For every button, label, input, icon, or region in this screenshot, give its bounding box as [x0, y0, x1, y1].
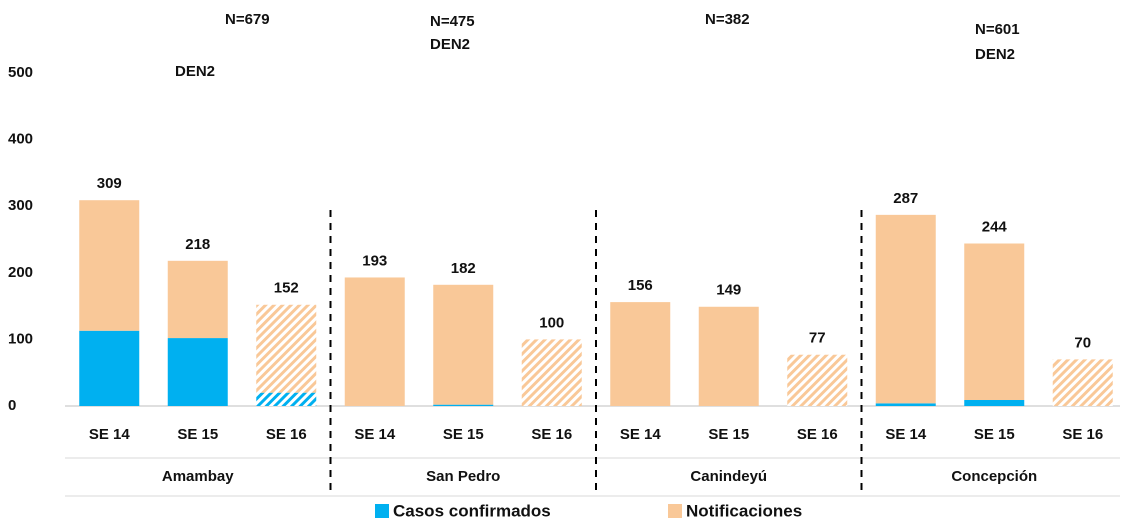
bar-segment	[79, 200, 140, 331]
n-label: N=475	[430, 13, 475, 30]
x-tick-label: SE 14	[89, 426, 131, 443]
bar-segment	[521, 339, 582, 406]
bar-segment	[787, 354, 848, 406]
x-tick-label: SE 15	[443, 426, 484, 443]
bar-segment	[256, 304, 317, 393]
total-label: 182	[451, 260, 476, 277]
y-tick-label: 400	[8, 131, 33, 148]
total-label: 309	[97, 175, 122, 192]
y-tick-label: 500	[8, 64, 33, 81]
group-label: Concepción	[951, 468, 1037, 485]
bar-segment	[1052, 359, 1113, 406]
bar-segment	[167, 260, 228, 339]
bar-segment	[433, 404, 494, 406]
n-label: N=601	[975, 21, 1020, 38]
bar-segment	[875, 214, 936, 404]
note-label: DEN2	[175, 63, 215, 80]
total-label: 152	[274, 280, 299, 297]
legend-label: Casos confirmados	[393, 501, 551, 520]
legend-swatch	[668, 504, 682, 518]
legend-label: Notificaciones	[686, 501, 802, 520]
x-tick-label: SE 16	[1062, 426, 1103, 443]
total-label: 244	[982, 218, 1008, 235]
group-label: Canindeyú	[690, 468, 767, 485]
total-label: 287	[893, 190, 918, 207]
n-label: N=679	[225, 11, 270, 28]
n-label: N=382	[705, 11, 750, 28]
y-tick-label: 0	[8, 397, 16, 414]
x-tick-label: SE 16	[531, 426, 572, 443]
x-tick-label: SE 16	[797, 426, 838, 443]
total-label: 70	[1074, 334, 1091, 351]
bar-segment	[610, 302, 671, 406]
y-tick-label: 300	[8, 197, 33, 214]
y-tick-label: 100	[8, 330, 33, 347]
total-label: 100	[539, 314, 564, 331]
total-label: 77	[809, 330, 826, 347]
x-tick-label: SE 15	[708, 426, 749, 443]
note-label: DEN2	[975, 46, 1015, 63]
bar-segment	[167, 338, 228, 406]
group-label: Amambay	[162, 468, 234, 485]
total-label: 149	[716, 282, 741, 299]
total-label: 156	[628, 277, 653, 294]
legend-swatch	[375, 504, 389, 518]
x-tick-label: SE 16	[266, 426, 307, 443]
total-label: 193	[362, 252, 387, 269]
x-tick-label: SE 14	[620, 426, 662, 443]
bar-segment	[875, 403, 936, 406]
bar-segment	[344, 277, 405, 406]
bar-segment	[433, 284, 494, 405]
y-tick-label: 200	[8, 264, 33, 281]
bar-segment	[256, 392, 317, 406]
x-tick-label: SE 15	[177, 426, 218, 443]
x-tick-label: SE 14	[885, 426, 927, 443]
x-tick-label: SE 15	[974, 426, 1015, 443]
group-label: San Pedro	[426, 468, 500, 485]
x-tick-label: SE 14	[354, 426, 396, 443]
bar-segment	[698, 306, 759, 406]
bar-segment	[79, 330, 140, 406]
note-label: DEN2	[430, 36, 470, 53]
total-label: 218	[185, 236, 210, 253]
bar-segment	[964, 400, 1025, 406]
bar-segment	[964, 243, 1025, 401]
